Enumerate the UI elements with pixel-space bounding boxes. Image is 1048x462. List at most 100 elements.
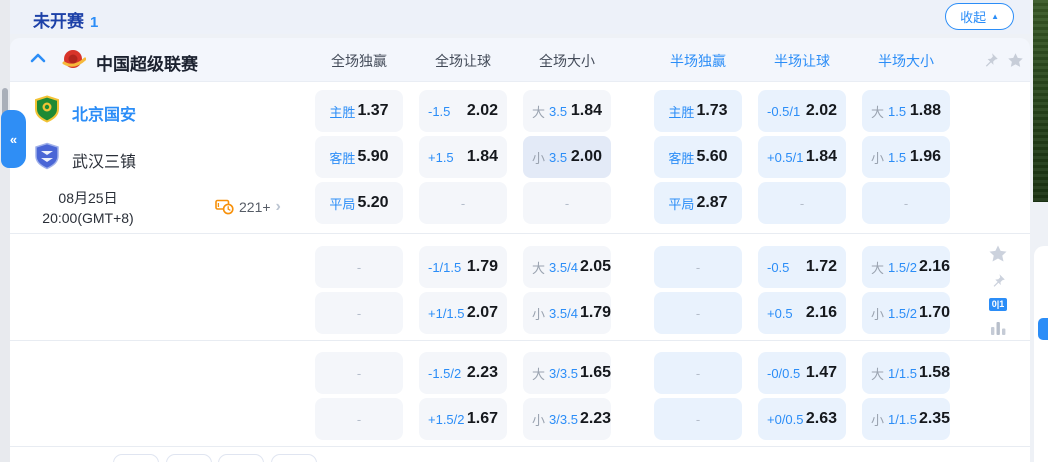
home-team-name[interactable]: 北京国安 (72, 107, 137, 124)
odds-cell[interactable]: 小 1/1.5 2.35 (862, 398, 950, 440)
match-date: 08月25日 (58, 190, 118, 206)
odds-value: 1.84 (805, 148, 837, 165)
odds-cell[interactable]: 小 3/3.5 2.23 (523, 398, 611, 440)
odds-value: 2.07 (466, 304, 498, 321)
bottom-pill[interactable] (218, 454, 264, 462)
over-under-prefix: 大 (532, 366, 546, 382)
odds-cell[interactable]: 小 1.5/2 1.70 (862, 292, 950, 334)
odds-cell[interactable]: -1.5 2.02 (419, 90, 507, 132)
odds-label: +0/0.5 (767, 411, 804, 427)
column-header-full-2: 全场大小 (539, 53, 595, 69)
pin-icon[interactable] (982, 52, 999, 69)
bar-chart-icon[interactable] (990, 320, 1007, 335)
odds-cell[interactable]: -0.5/1 2.02 (758, 90, 846, 132)
odds-cell[interactable]: +1/1.5 2.07 (419, 292, 507, 334)
chevron-up-icon[interactable] (30, 53, 46, 63)
odds-cell[interactable]: +0/0.5 2.63 (758, 398, 846, 440)
odds-label: +1/1.5 (428, 305, 465, 321)
odds-cell[interactable]: 客胜 5.90 (315, 136, 403, 178)
odds-value: 2.16 (805, 304, 837, 321)
status-tab-not-started[interactable]: 未开赛 1 (33, 7, 98, 32)
side-panel-button[interactable] (1038, 318, 1048, 340)
odds-cell[interactable]: -0.5 1.72 (758, 246, 846, 288)
collapse-button[interactable]: 收起 ▲ (945, 3, 1014, 30)
odds-cell[interactable]: 大 3.5/4 2.05 (523, 246, 611, 288)
odds-cell[interactable]: +0.5 2.16 (758, 292, 846, 334)
league-logo-icon (62, 50, 86, 68)
bottom-pill[interactable] (271, 454, 317, 462)
rail-pin-icon[interactable] (990, 273, 1006, 289)
odds-cell[interactable]: 小 1.5 1.96 (862, 136, 950, 178)
league-title: 中国超级联赛 (96, 55, 198, 74)
odds-cell[interactable]: 大 1.5 1.88 (862, 90, 950, 132)
odds-label: 平局 (329, 196, 356, 212)
scrollbar[interactable] (0, 0, 10, 462)
odds-cell[interactable]: 主胜 1.37 (315, 90, 403, 132)
odds-cell[interactable]: 平局 2.87 (654, 182, 742, 224)
odds-value: 5.60 (696, 148, 728, 165)
star-icon[interactable] (1007, 52, 1024, 69)
column-header-half-5: 半场大小 (878, 53, 934, 69)
status-label: 未开赛 (33, 12, 84, 31)
more-markets-button[interactable]: 221+ › (215, 198, 281, 215)
bottom-pill[interactable] (113, 454, 159, 462)
odds-cell[interactable]: +1.5 1.84 (419, 136, 507, 178)
status-count: 1 (90, 14, 99, 31)
odds-value: 2.63 (805, 410, 837, 427)
odds-label: 3.5/4 (549, 305, 578, 321)
odds-cell[interactable]: 平局 5.20 (315, 182, 403, 224)
coins-icon (215, 199, 234, 215)
odds-cell[interactable]: 大 1/1.5 1.58 (862, 352, 950, 394)
away-team-name[interactable]: 武汉三镇 (72, 154, 137, 171)
score-badge[interactable]: 0|1 (988, 298, 1008, 311)
odds-value: 1.79 (579, 304, 612, 321)
odds-cell[interactable]: +1.5/2 1.67 (419, 398, 507, 440)
odds-value: 2.02 (805, 102, 837, 119)
sidebar-collapse-tab[interactable]: « (1, 110, 26, 168)
bottom-pill[interactable] (166, 454, 212, 462)
odds-cell[interactable]: 主胜 1.73 (654, 90, 742, 132)
odds-value: 2.16 (918, 258, 951, 275)
over-under-prefix: 小 (532, 150, 546, 166)
odds-value: 2.23 (579, 410, 612, 427)
odds-label: -0.5/1 (767, 103, 801, 119)
odds-label: 平局 (668, 196, 695, 212)
field-image (1033, 0, 1048, 202)
odds-cell[interactable]: 小 3.5/4 1.79 (523, 292, 611, 334)
odds-label: +0.5 (767, 305, 793, 321)
match-time: 20:00(GMT+8) (42, 210, 134, 226)
column-header-half-3: 半场独赢 (670, 53, 726, 69)
odds-cell: - (862, 182, 950, 224)
odds-cell[interactable]: 大 3.5 1.84 (523, 90, 611, 132)
odds-cell: - (315, 398, 403, 440)
over-under-prefix: 大 (532, 260, 546, 276)
odds-cell: - (315, 246, 403, 288)
top-strip (10, 0, 1030, 34)
odds-label: -1.5/2 (428, 365, 462, 381)
odds-cell[interactable]: -1/1.5 1.79 (419, 246, 507, 288)
over-under-prefix: 小 (871, 412, 885, 428)
over-under-prefix: 小 (871, 150, 885, 166)
odds-value: 5.20 (357, 194, 389, 211)
triangle-up-icon: ▲ (991, 11, 999, 21)
odds-cell: - (758, 182, 846, 224)
odds-label: +0.5/1 (767, 149, 804, 165)
odds-value: 2.02 (466, 102, 498, 119)
odds-value: 5.90 (357, 148, 389, 165)
over-under-prefix: 大 (532, 104, 546, 120)
odds-label: -0.5 (767, 259, 790, 275)
odds-cell[interactable]: -0/0.5 1.47 (758, 352, 846, 394)
rail-star-icon[interactable] (988, 244, 1008, 264)
away-team-logo-icon (35, 142, 59, 170)
odds-cell[interactable]: +0.5/1 1.84 (758, 136, 846, 178)
odds-label: -1/1.5 (428, 259, 462, 275)
odds-cell[interactable]: -1.5/2 2.23 (419, 352, 507, 394)
odds-value: 2.87 (696, 194, 728, 211)
odds-value: 2.05 (579, 258, 612, 275)
column-header-full-0: 全场独赢 (331, 53, 387, 69)
odds-label: 主胜 (668, 104, 695, 120)
odds-cell[interactable]: 小 3.5 2.00 (523, 136, 611, 178)
odds-cell[interactable]: 大 3/3.5 1.65 (523, 352, 611, 394)
odds-cell[interactable]: 客胜 5.60 (654, 136, 742, 178)
odds-cell[interactable]: 大 1.5/2 2.16 (862, 246, 950, 288)
